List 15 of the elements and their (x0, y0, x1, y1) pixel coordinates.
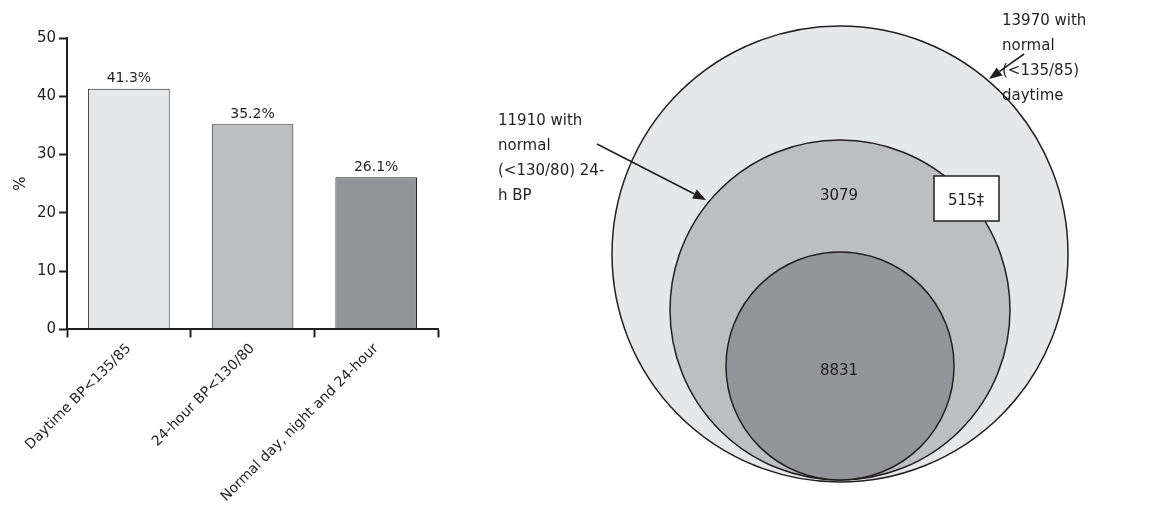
y-tick-label: 40 (36, 86, 57, 105)
text: 11910 with normal (<130/80) 24-h BP (498, 111, 605, 204)
text: 515‡ (947, 191, 985, 209)
y-tick-label: 10 (36, 261, 57, 280)
y-axis-title: % (10, 176, 29, 191)
y-tick-label: 30 (36, 144, 57, 163)
y-tick-label: 50 (36, 27, 57, 46)
text: 8831 (819, 361, 859, 379)
data-label: 41.3% (106, 69, 152, 86)
y-tick-label: 20 (36, 202, 57, 221)
y-tick-label: 0 (46, 319, 57, 338)
text: 3079 (819, 186, 859, 204)
text: 13970 with normal (<135/85) daytime (1002, 11, 1087, 104)
data-label: 35.2% (230, 104, 275, 121)
data-label: 26.1% (353, 157, 399, 174)
